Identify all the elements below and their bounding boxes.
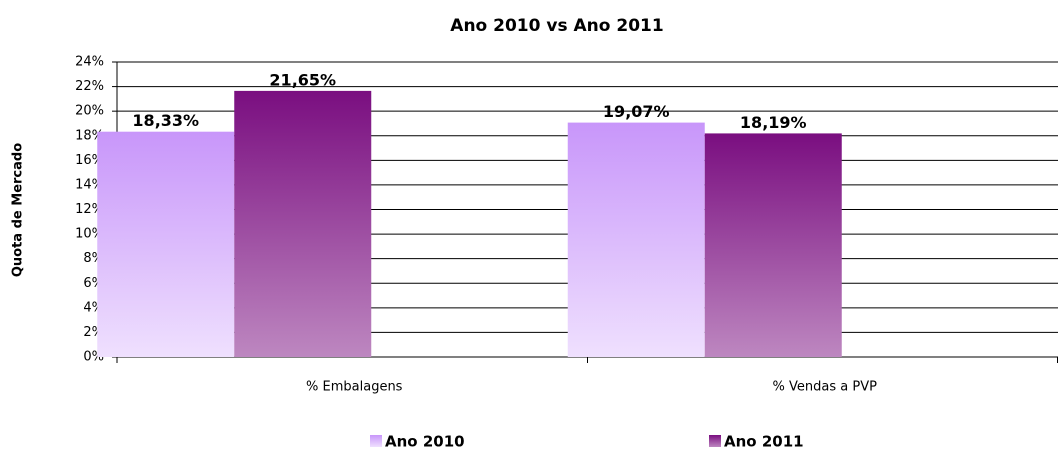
y-tick-label: 12% [75, 202, 104, 217]
data-label: 21,65% [269, 70, 336, 89]
legend-swatch [709, 435, 721, 447]
legend-label: Ano 2011 [724, 433, 804, 451]
bar [704, 133, 842, 357]
y-axis-title: Quota de Mercado [11, 143, 26, 277]
bar [234, 90, 372, 358]
legend-label: Ano 2010 [385, 433, 465, 451]
x-tick-label: % Embalagens [306, 380, 403, 395]
data-label: 19,07% [603, 102, 670, 121]
y-tick-label: 16% [75, 153, 104, 168]
legend-swatch [370, 435, 382, 447]
data-label: 18,19% [740, 113, 807, 132]
chart-title: Ano 2010 vs Ano 2011 [450, 16, 663, 36]
data-label: 18,33% [132, 111, 199, 130]
y-tick-label: 10% [75, 227, 104, 242]
y-tick-label: 14% [75, 177, 104, 192]
y-tick-label: 22% [75, 79, 104, 94]
y-tick-label: 18% [75, 128, 104, 143]
bar [567, 122, 705, 357]
y-tick-label: 24% [75, 55, 104, 70]
x-tick-label: % Vendas a PVP [773, 380, 878, 395]
bar [97, 131, 235, 357]
y-tick-label: 20% [75, 104, 104, 119]
